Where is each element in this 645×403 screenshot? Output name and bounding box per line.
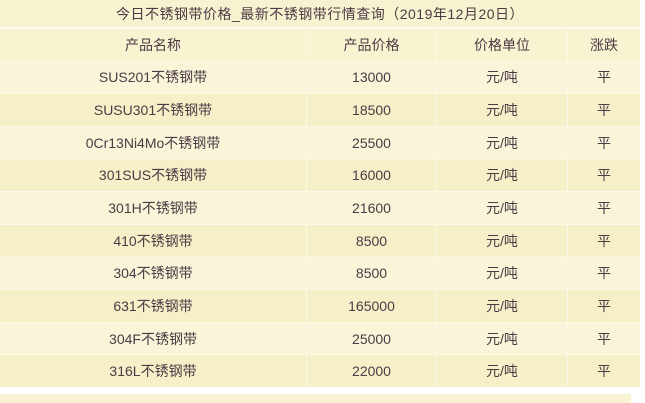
price-unit-cell: 元/吨 [437,126,568,159]
product-price-cell: 8500 [307,224,437,257]
rise-fall-cell: 平 [597,363,611,380]
price-unit-cell: 元/吨 [437,322,568,355]
product-name-cell: 316L不锈钢带 [0,355,307,388]
price-unit-cell: 元/吨 [437,355,568,388]
table-row: 301SUS不锈钢带 16000 元/吨 平 [0,159,640,193]
rise-fall-cell: 平 [597,232,611,249]
product-name-cell: SUS201不锈钢带 [0,61,307,94]
price-unit-cell: 元/吨 [437,192,568,224]
price-table: 今日不锈钢带价格_最新不锈钢带行情查询（2019年12月20日） 产品名称 产品… [0,0,640,388]
next-section-edge [0,394,631,403]
table-row: 301H不锈钢带 21600 元/吨 平 [0,192,640,225]
price-unit-cell: 元/吨 [437,159,568,192]
product-name-cell: 410不锈钢带 [0,224,307,257]
rise-fall-cell: 平 [597,200,611,217]
header-rise-fall: 涨跌 [590,36,618,53]
price-unit-cell: 元/吨 [437,224,568,257]
header-product-name: 产品名称 [0,29,307,61]
table-row: SUS201不锈钢带 13000 元/吨 平 [0,61,640,95]
price-unit-cell: 元/吨 [437,61,568,94]
table-row: 631不锈钢带 165000 元/吨 平 [0,290,640,323]
product-name-cell: 304不锈钢带 [0,257,307,290]
product-name-cell: 631不锈钢带 [0,290,307,322]
table-row: SUSU301不锈钢带 18500 元/吨 平 [0,94,640,127]
table-header-row: 产品名称 产品价格 价格单位 涨跌 [0,29,640,62]
product-price-cell: 18500 [307,94,437,126]
product-price-cell: 13000 [307,61,437,94]
product-name-cell: 304F不锈钢带 [0,322,307,355]
product-price-cell: 25500 [307,126,437,159]
price-unit-cell: 元/吨 [437,290,568,322]
price-unit-cell: 元/吨 [437,257,568,290]
header-product-price: 产品价格 [307,29,437,61]
table-row: 316L不锈钢带 22000 元/吨 平 [0,355,640,388]
rise-fall-cell: 平 [597,297,611,314]
table-row: 304不锈钢带 8500 元/吨 平 [0,257,640,291]
rise-fall-cell: 平 [597,134,611,151]
header-price-unit: 价格单位 [437,29,568,61]
product-price-cell: 21600 [307,192,437,224]
product-name-cell: 301H不锈钢带 [0,192,307,224]
product-price-cell: 22000 [307,355,437,388]
table-row: 410不锈钢带 8500 元/吨 平 [0,224,640,258]
product-name-cell: 0Cr13Ni4Mo不锈钢带 [0,126,307,159]
rise-fall-cell: 平 [597,265,611,282]
table-row: 0Cr13Ni4Mo不锈钢带 25500 元/吨 平 [0,126,640,160]
rise-fall-cell: 平 [597,330,611,347]
price-unit-cell: 元/吨 [437,94,568,126]
rise-fall-cell: 平 [597,102,611,119]
rise-fall-cell: 平 [597,167,611,184]
product-price-cell: 16000 [307,159,437,192]
product-name-cell: 301SUS不锈钢带 [0,159,307,192]
product-price-cell: 25000 [307,322,437,355]
product-price-cell: 165000 [307,290,437,322]
table-title: 今日不锈钢带价格_最新不锈钢带行情查询（2019年12月20日） [0,0,640,29]
table-row: 304F不锈钢带 25000 元/吨 平 [0,322,640,356]
product-name-cell: SUSU301不锈钢带 [0,94,307,126]
rise-fall-cell: 平 [597,69,611,86]
product-price-cell: 8500 [307,257,437,290]
